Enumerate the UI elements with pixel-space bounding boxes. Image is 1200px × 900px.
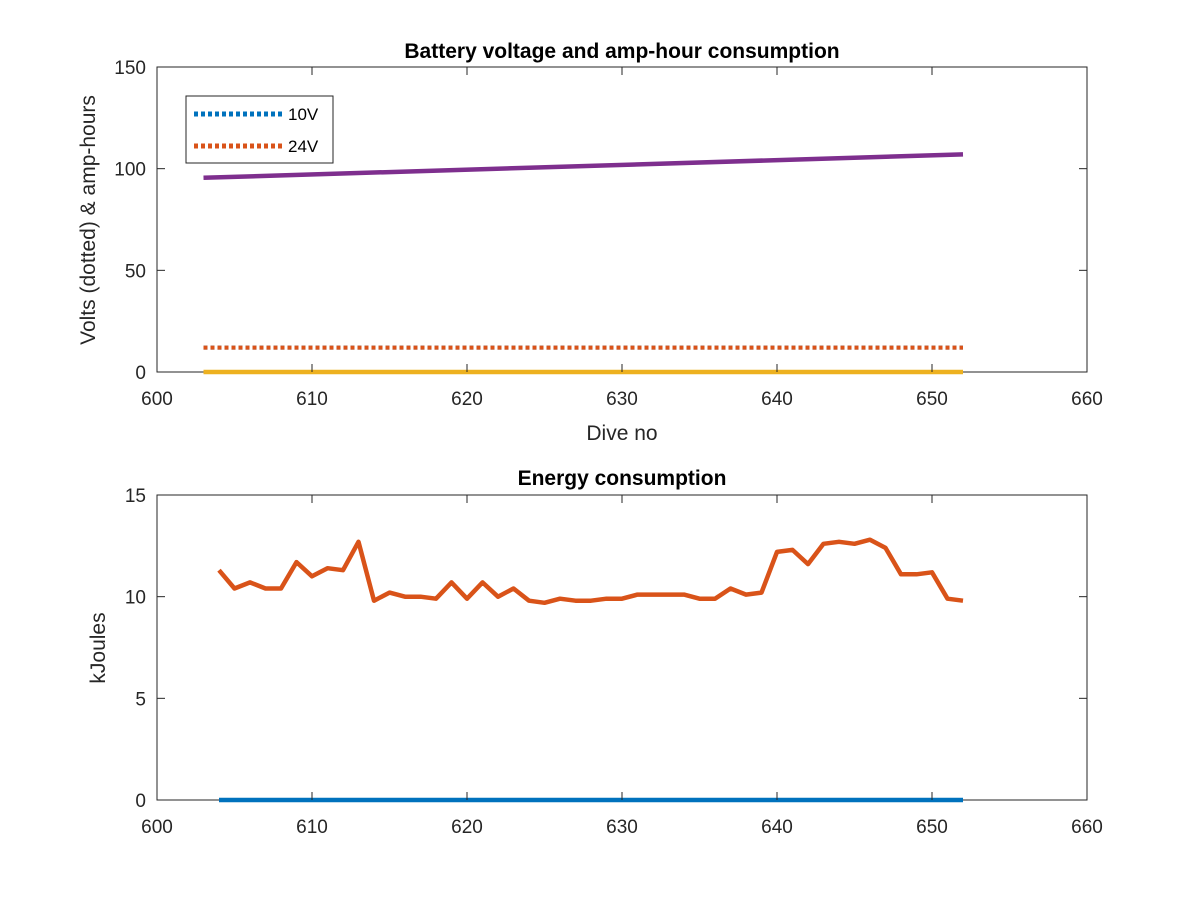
energy-x-tick-label: 640 bbox=[761, 817, 793, 838]
energy-chart-title: Energy consumption bbox=[518, 467, 727, 490]
energy-x-tick-label: 630 bbox=[606, 817, 638, 838]
energy-plot-area bbox=[156, 494, 1088, 801]
energy-y-tick-label: 10 bbox=[125, 588, 146, 609]
voltage-x-tick-label: 610 bbox=[296, 389, 328, 410]
voltage-x-axis-label: Dive no bbox=[586, 422, 657, 445]
energy-x-tick-label: 610 bbox=[296, 817, 328, 838]
voltage-x-tick-label: 600 bbox=[141, 389, 173, 410]
voltage-x-tick-label: 630 bbox=[606, 389, 638, 410]
energy-axes: 600 610 620 630 640 650 660 0 5 10 15 Energy consu… bbox=[87, 467, 1103, 838]
voltage-y-tick-label: 50 bbox=[125, 261, 146, 282]
energy-x-tick-label: 660 bbox=[1071, 817, 1103, 838]
voltage-y-tick-label: 0 bbox=[135, 363, 146, 384]
voltage-series-group bbox=[203, 152, 964, 375]
energy-y-tick-label: 15 bbox=[125, 486, 146, 507]
voltage-y-tick-label: 150 bbox=[114, 58, 146, 79]
energy-x-tick-label: 620 bbox=[451, 817, 483, 838]
energy-y-tick-label: 5 bbox=[135, 689, 146, 710]
voltage-x-tick-label: 650 bbox=[916, 389, 948, 410]
legend-label-24v: 24V bbox=[288, 137, 319, 156]
voltage-axes: 600 610 620 630 640 650 660 0 50 100 150 Battery v… bbox=[77, 40, 1103, 445]
voltage-y-axis-label: Volts (dotted) & amp-hours bbox=[77, 95, 100, 345]
energy-series-line-1 bbox=[217, 537, 964, 606]
legend: 10V 24V bbox=[185, 95, 334, 164]
energy-y-tick-label: 0 bbox=[135, 791, 146, 812]
voltage-x-tick-label: 640 bbox=[761, 389, 793, 410]
energy-y-axis-label: kJoules bbox=[87, 612, 110, 683]
energy-ticks: 600 610 620 630 640 650 660 0 5 10 15 bbox=[125, 486, 1103, 838]
voltage-y-tick-label: 100 bbox=[114, 160, 146, 181]
voltage-ticks: 600 610 620 630 640 650 660 0 50 100 150 bbox=[114, 58, 1103, 410]
voltage-x-tick-label: 620 bbox=[451, 389, 483, 410]
legend-box bbox=[185, 95, 334, 164]
legend-label-10v: 10V bbox=[288, 105, 319, 124]
voltage-chart-title: Battery voltage and amp-hour consumption bbox=[404, 40, 839, 63]
voltage-series-line-2 bbox=[203, 152, 964, 181]
energy-x-tick-label: 600 bbox=[141, 817, 173, 838]
energy-series-group bbox=[217, 537, 964, 803]
voltage-x-tick-label: 660 bbox=[1071, 389, 1103, 410]
energy-x-tick-label: 650 bbox=[916, 817, 948, 838]
